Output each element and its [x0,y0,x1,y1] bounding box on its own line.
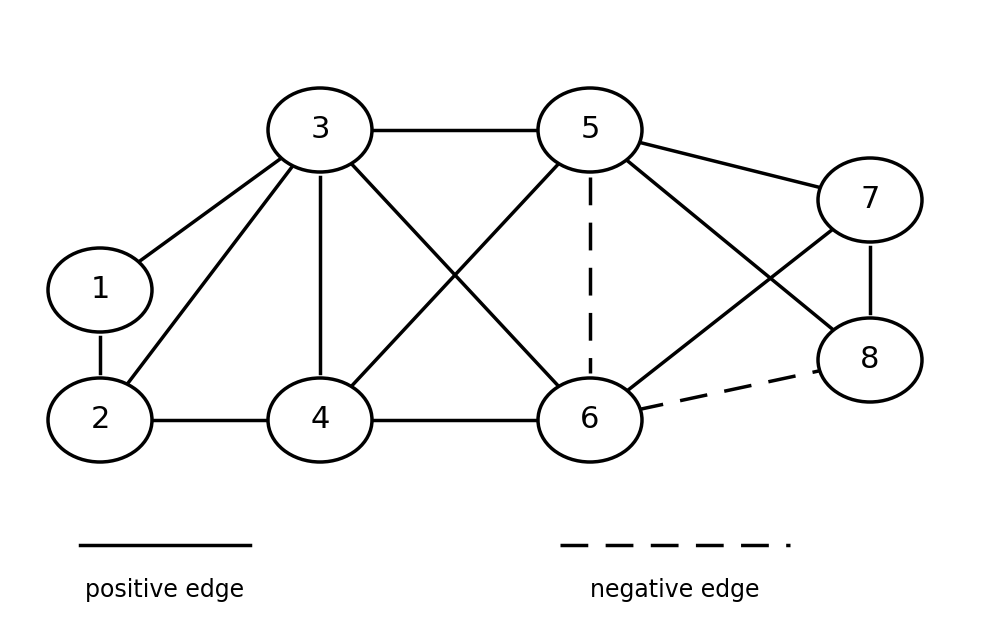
Ellipse shape [818,158,922,242]
Ellipse shape [48,248,152,332]
Text: positive edge: positive edge [85,578,245,602]
Ellipse shape [818,318,922,402]
Ellipse shape [538,88,642,172]
Text: 2: 2 [90,406,110,435]
Text: 8: 8 [860,345,880,374]
Text: 6: 6 [580,406,600,435]
Text: 3: 3 [310,116,330,144]
Ellipse shape [268,378,372,462]
Ellipse shape [48,378,152,462]
Ellipse shape [268,88,372,172]
Text: 7: 7 [860,185,880,215]
Text: 5: 5 [580,116,600,144]
Ellipse shape [538,378,642,462]
Text: 1: 1 [90,276,110,305]
Text: negative edge: negative edge [590,578,760,602]
Text: 4: 4 [310,406,330,435]
